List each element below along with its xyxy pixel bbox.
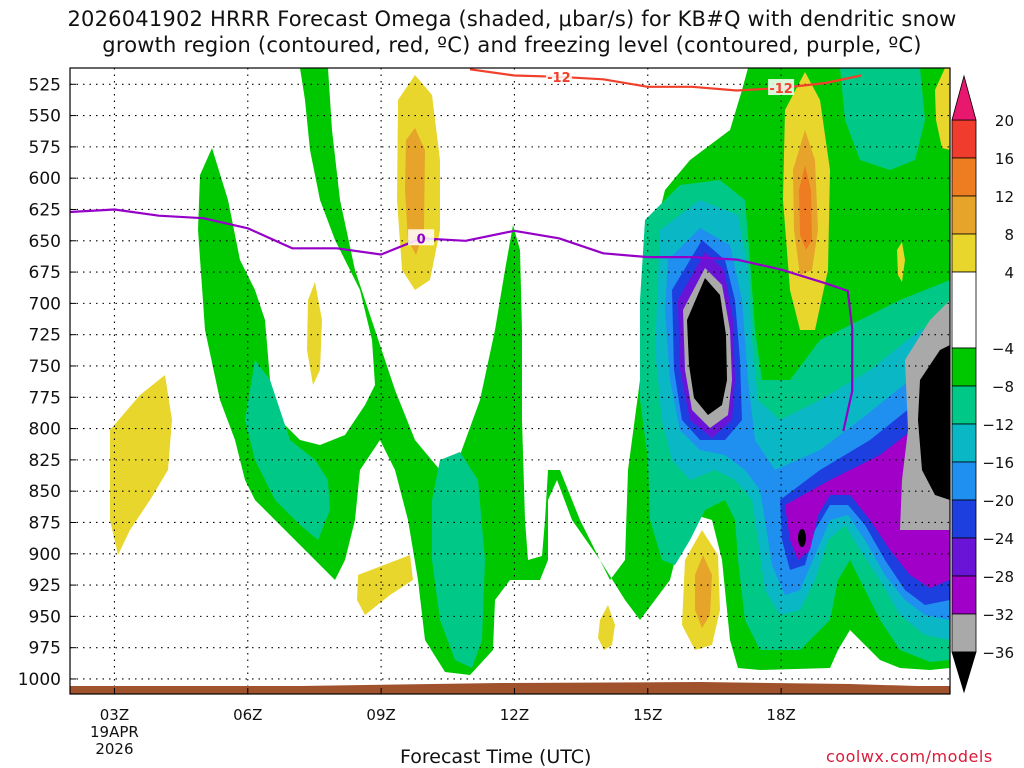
colorbar-label: −4 — [992, 340, 1014, 358]
colorbar-bin — [951, 233, 977, 273]
y-tick-label: 675 — [29, 263, 61, 283]
omega-region-black-2 — [918, 345, 950, 500]
colorbar-bin — [951, 385, 977, 425]
colorbar-bin — [951, 537, 977, 577]
y-tick-label: 725 — [29, 326, 61, 346]
colorbar-label: −32 — [982, 606, 1014, 624]
y-tick-label: 950 — [29, 607, 61, 627]
y-tick-label: 625 — [29, 200, 61, 220]
colorbar-bin — [951, 461, 977, 501]
y-tick-label: 575 — [29, 138, 61, 158]
x-tick-sublabel: 2026 — [95, 740, 133, 758]
y-tick-label: 825 — [29, 451, 61, 471]
colorbar-label: 20 — [995, 112, 1014, 130]
omega-region-yellow-2 — [110, 375, 172, 555]
colorbar-bin — [951, 271, 977, 349]
freezing-level-contour — [70, 208, 854, 432]
colorbar-bin — [951, 575, 977, 615]
colorbar-bin — [951, 613, 977, 653]
freezing-level-contour-label-bg — [408, 229, 435, 246]
chart-title: 2026041902 HRRR Forecast Omega (shaded, … — [0, 6, 1024, 58]
colorbar-bottom-arrow — [951, 651, 977, 694]
dgz-contour-label: -12 — [547, 71, 571, 86]
colorbar-label: −28 — [982, 568, 1014, 586]
colorbar-label: −8 — [992, 378, 1014, 396]
y-tick-label: 975 — [29, 639, 61, 659]
colorbar-bin — [951, 119, 977, 159]
colorbar-label: 16 — [995, 150, 1014, 168]
omega-region-teal — [245, 360, 330, 540]
y-tick-label: 1000 — [18, 670, 61, 690]
colorbar-label: 12 — [995, 188, 1014, 206]
y-tick-label: 525 — [29, 75, 61, 95]
colorbar-bin — [951, 423, 977, 463]
y-tick-label: 925 — [29, 576, 61, 596]
omega-region-black — [687, 278, 727, 415]
y-tick-label: 800 — [29, 420, 61, 440]
omega-region-yellow-8 — [935, 68, 950, 150]
dgz-contour-label-bg — [545, 68, 572, 84]
colorbar-label: −36 — [982, 644, 1014, 662]
x-tick-label: 09Z — [366, 706, 395, 724]
x-tick-label: 12Z — [500, 706, 529, 724]
omega-region-orange-6 — [695, 555, 712, 628]
y-tick-label: 875 — [29, 513, 61, 533]
omega-shading — [110, 68, 950, 675]
colorbar-label: −24 — [982, 530, 1014, 548]
grid — [70, 68, 950, 694]
colorbar-bin — [951, 499, 977, 539]
y-tick-label: 600 — [29, 169, 61, 189]
y-tick-label: 750 — [29, 357, 61, 377]
colorbar-label: −12 — [982, 416, 1014, 434]
y-tick-label: 700 — [29, 294, 61, 314]
freezing-level-contour-label: 0 — [417, 232, 426, 247]
omega-region-teal-2 — [432, 452, 485, 668]
dgz-contour-label-bg — [768, 79, 795, 96]
omega-region-yellow-5 — [598, 605, 615, 650]
terrain-bump — [70, 682, 950, 694]
colorbar-bin — [951, 347, 977, 387]
x-tick-label: 03Z — [100, 706, 129, 724]
x-tick-label: 15Z — [633, 706, 662, 724]
colorbar-label: −20 — [982, 492, 1014, 510]
colorbar-label: 4 — [1004, 264, 1014, 282]
omega-region-orange-7b — [799, 165, 812, 250]
dgz-contour-label: -12 — [769, 82, 793, 97]
omega-region-orange-1 — [405, 128, 425, 255]
x-axis-title: Forecast Time (UTC) — [400, 746, 592, 768]
colorbar-top-arrow — [951, 74, 977, 121]
plot-frame — [69, 67, 951, 695]
x-tick-sublabel: 19APR — [90, 723, 139, 741]
colorbar-label: −16 — [982, 454, 1014, 472]
title-line-2: growth region (contoured, red, ºC) and f… — [102, 33, 922, 57]
dgz-contour — [469, 68, 862, 92]
y-axis: 525 550 575 600 625 650 675 700 725 750 775 800 825 8… — [18, 75, 76, 690]
watermark: coolwx.com/models — [826, 747, 993, 766]
colorbar-label: 8 — [1004, 226, 1014, 244]
x-tick-label: 18Z — [766, 706, 795, 724]
omega-region-teal-4 — [840, 68, 925, 170]
colorbar-bin — [951, 195, 977, 235]
x-tick-label: 06Z — [233, 706, 262, 724]
y-tick-label: 550 — [29, 107, 61, 127]
omega-region-yellow-3 — [307, 282, 322, 385]
y-tick-label: 775 — [29, 388, 61, 408]
colorbar-bin — [951, 157, 977, 197]
y-tick-label: 850 — [29, 482, 61, 502]
y-tick-label: 650 — [29, 232, 61, 252]
y-tick-label: 900 — [29, 545, 61, 565]
omega-region-black-dot — [798, 529, 806, 547]
colorbar: 20 16 12 8 4 −4 −8 −12 −16 −20 −24 −28 −32 −36 — [951, 74, 1014, 694]
contours: 0 -12 -12 — [70, 68, 862, 432]
title-line-1: 2026041902 HRRR Forecast Omega (shaded, … — [67, 7, 957, 31]
omega-region-yellow-4 — [357, 555, 413, 615]
